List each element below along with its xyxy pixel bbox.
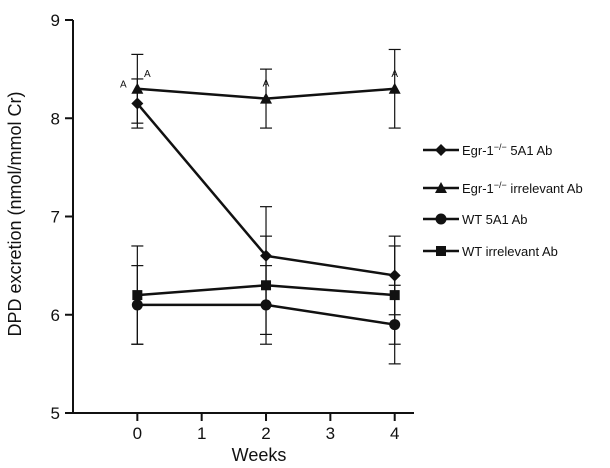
y-tick-label: 8 — [51, 109, 60, 128]
legend-marker — [435, 144, 447, 156]
y-axis-label: DPD excretion (nmol/mmol Cr) — [5, 91, 25, 336]
annotation: A — [120, 80, 127, 91]
legend-label: WT 5A1 Ab — [462, 212, 528, 227]
x-tick-label: 0 — [133, 424, 142, 443]
x-tick-label: 3 — [326, 424, 335, 443]
y-tick-label: 6 — [51, 306, 60, 325]
legend-marker — [435, 213, 447, 225]
data-point — [261, 280, 272, 291]
annotation: A — [144, 69, 151, 80]
legend-marker — [436, 246, 446, 256]
data-point — [131, 82, 144, 94]
legend-item: Egr-1−/− 5A1 Ab — [423, 142, 552, 158]
y-tick-label: 7 — [51, 208, 60, 227]
legend-item: Egr-1−/− irrelevant Ab — [423, 180, 583, 196]
legend: Egr-1−/− 5A1 Ab Egr-1−/− irrelevant Ab WT … — [423, 142, 583, 259]
x-tick-label: 1 — [197, 424, 206, 443]
data-point — [389, 290, 400, 301]
x-axis-label: Weeks — [232, 445, 287, 465]
y-tick-label: 9 — [51, 11, 60, 30]
axes: 5 6 7 8 9 0 1 2 3 4 — [51, 11, 414, 443]
annotations: A A A A — [120, 69, 398, 91]
x-tick-label: 4 — [390, 424, 399, 443]
legend-marker — [435, 182, 447, 193]
series-layer — [131, 48, 401, 365]
y-tick-label: 5 — [51, 404, 60, 423]
data-point — [260, 92, 273, 104]
x-tick-label: 2 — [261, 424, 270, 443]
data-point — [388, 82, 401, 94]
annotation: A — [263, 79, 270, 90]
data-point — [132, 290, 143, 301]
annotation: A — [391, 69, 398, 80]
legend-item: WT irrelevant Ab — [423, 244, 558, 259]
legend-item: WT 5A1 Ab — [423, 212, 528, 227]
series-triangle — [131, 48, 401, 129]
legend-label: Egr-1−/− 5A1 Ab — [462, 142, 552, 158]
legend-label: WT irrelevant Ab — [462, 244, 558, 259]
series-square — [131, 235, 401, 345]
legend-label: Egr-1−/− irrelevant Ab — [462, 180, 583, 196]
